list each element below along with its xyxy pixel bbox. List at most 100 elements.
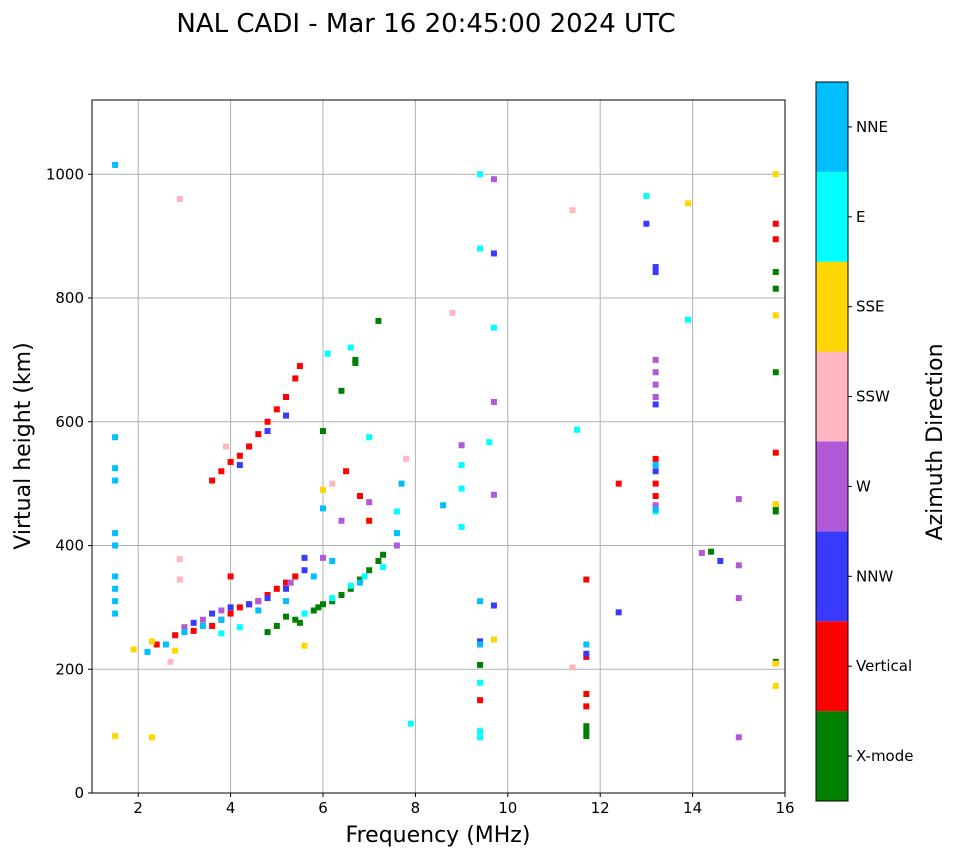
data-point-sse: [684, 200, 691, 207]
data-point-sse: [772, 312, 779, 319]
data-point-nnw: [652, 264, 659, 271]
data-point-nnw: [209, 610, 216, 617]
y-axis-label: Virtual height (km): [11, 342, 36, 549]
data-point-sse: [320, 486, 326, 493]
data-point-e: [458, 485, 465, 492]
data-point-e: [477, 245, 484, 252]
data-point-nne: [112, 573, 119, 580]
data-point-x-mode: [375, 317, 382, 324]
data-point-w: [199, 616, 206, 623]
data-point-x-mode: [772, 285, 779, 292]
data-point-e: [361, 573, 368, 580]
data-point-e: [477, 679, 484, 686]
data-point-e: [684, 316, 691, 323]
x-axis-ticks: 2 4 6 8 10 12 14 16: [133, 793, 795, 817]
data-point-x-mode: [583, 728, 590, 735]
data-point-sse: [172, 647, 179, 654]
data-point-nnw: [301, 554, 308, 561]
data-point-e: [458, 462, 465, 469]
data-point-nne: [144, 648, 151, 655]
data-point-vertical: [583, 653, 590, 660]
data-point-sse: [772, 501, 779, 508]
grid-lines: [92, 100, 786, 794]
data-point-vertical: [583, 576, 590, 583]
data-point-nnw: [490, 602, 497, 609]
data-point-e: [477, 728, 484, 735]
data-point-e: [458, 523, 465, 530]
data-point-ssw: [449, 309, 456, 316]
x-tick-label: 14: [683, 799, 702, 817]
colorbar-frame: [815, 81, 849, 802]
data-points: [112, 161, 779, 741]
x-tick-label: 16: [775, 799, 794, 817]
data-point-nne: [477, 598, 484, 605]
data-point-vertical: [227, 458, 234, 465]
data-point-nnw: [264, 428, 271, 435]
data-point-x-mode: [338, 592, 345, 598]
data-point-nne: [218, 616, 225, 623]
data-point-x-mode: [296, 619, 303, 626]
data-point-nne: [583, 641, 590, 648]
data-point-e: [347, 344, 354, 351]
data-point-w: [393, 542, 400, 549]
colorbar-swatch-sse: [816, 261, 848, 352]
data-point-vertical: [356, 493, 363, 499]
data-point-nne: [112, 530, 119, 537]
data-point-vertical: [292, 375, 299, 382]
data-point-w: [652, 381, 659, 388]
data-point-sse: [149, 734, 156, 741]
data-point-nnw: [264, 595, 271, 602]
data-point-x-mode: [283, 613, 290, 620]
data-point-e: [329, 595, 336, 602]
colorbar-label: NNE: [856, 118, 888, 136]
data-point-vertical: [477, 697, 484, 704]
x-tick-label: 2: [133, 799, 143, 817]
data-point-ssw: [569, 664, 576, 671]
data-point-nnw: [477, 638, 484, 645]
data-point-ssw: [176, 576, 183, 583]
y-tick-label: 1000: [46, 165, 84, 183]
data-point-w: [698, 549, 705, 556]
data-point-nnw: [283, 412, 290, 419]
data-point-vertical: [652, 493, 659, 499]
data-point-nnw: [283, 585, 290, 592]
colorbar-label: W: [856, 477, 871, 495]
data-point-x-mode: [310, 607, 317, 614]
data-point-ssw: [403, 455, 410, 462]
data-point-vertical: [246, 443, 253, 450]
data-point-vertical: [172, 632, 179, 639]
data-point-w: [287, 579, 294, 586]
data-point-x-mode: [772, 508, 779, 515]
data-point-nnw: [643, 220, 650, 227]
data-point-sse: [772, 171, 779, 178]
data-point-e: [347, 582, 354, 589]
colorbar-swatch-w: [816, 441, 848, 532]
data-point-w: [735, 496, 742, 503]
data-point-vertical: [209, 477, 216, 484]
data-point-x-mode: [320, 428, 326, 435]
data-point-x-mode: [352, 359, 359, 366]
data-point-ssw: [222, 443, 229, 450]
y-tick-label: 800: [55, 289, 84, 307]
data-point-x-mode: [708, 548, 715, 555]
data-point-vertical: [218, 468, 225, 475]
data-point-e: [366, 434, 373, 441]
data-point-nnw: [717, 557, 724, 564]
data-point-nnw: [490, 250, 497, 257]
data-point-vertical: [652, 455, 659, 462]
y-tick-label: 600: [55, 413, 84, 431]
data-point-vertical: [190, 627, 197, 634]
data-point-vertical: [153, 641, 160, 648]
data-point-vertical: [273, 406, 280, 413]
data-point-nne: [652, 506, 659, 513]
data-point-vertical: [772, 220, 779, 227]
data-point-nnw: [583, 650, 590, 657]
colorbar-title: Azimuth Direction: [923, 343, 948, 540]
data-point-vertical: [343, 468, 350, 475]
data-point-vertical: [227, 610, 234, 617]
x-tick-label: 4: [226, 799, 236, 817]
data-point-nne: [112, 542, 119, 549]
data-point-ssw: [176, 556, 183, 563]
data-point-sse: [112, 733, 119, 740]
plot-area-frame: [91, 99, 786, 794]
